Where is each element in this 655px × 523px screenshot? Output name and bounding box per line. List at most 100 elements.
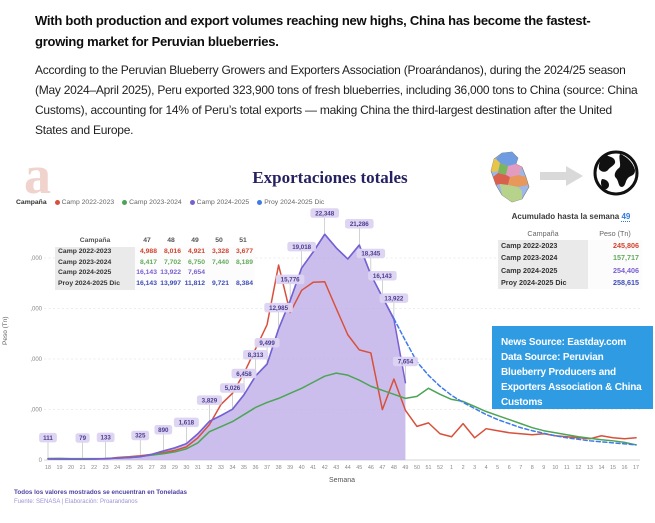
x-tick-label: 16 <box>622 465 628 471</box>
data-label-chip <box>75 433 90 443</box>
data-label-text: 19,018 <box>292 244 311 251</box>
data-label-chip <box>368 270 397 281</box>
data-label-chip <box>356 248 386 259</box>
peru-map-icon <box>490 151 530 203</box>
series-area-camp-2024-2025 <box>48 234 406 460</box>
accumulated-table-header: Campaña <box>527 229 559 238</box>
weekly-table-cell: 7,440 <box>207 257 231 269</box>
weekly-table-cell: 8,417 <box>135 257 159 269</box>
x-tick-label: 51 <box>425 465 431 471</box>
x-tick-label: 37 <box>264 465 270 471</box>
x-tick-label: 48 <box>391 465 397 471</box>
x-tick-label: 36 <box>253 465 259 471</box>
x-tick-label: 18 <box>45 465 51 471</box>
data-label-text: 5,026 <box>225 385 241 392</box>
data-label-text: 6,458 <box>236 371 252 378</box>
legend-caption: Campaña <box>16 199 47 206</box>
data-label-text: 18,345 <box>361 251 380 258</box>
data-label-chip <box>196 395 222 405</box>
y-tick-label: 10,000 <box>30 357 43 363</box>
accumulated-table-value: 157,717 <box>588 252 642 265</box>
series-line-proy-2024-2025-dic <box>393 317 637 446</box>
weekly-table-header-week: 49 <box>191 237 199 244</box>
weekly-table-cell: 8,384 <box>231 279 255 290</box>
legend-item: Camp 2022-2023 <box>54 199 115 206</box>
legend-item: Proy 2024-2025 Dic <box>257 199 324 206</box>
weekly-table-cell: 4,921 <box>183 246 207 258</box>
weekly-table-cell: 7,702 <box>159 257 183 269</box>
x-tick-label: 46 <box>368 465 374 471</box>
weekly-table-cell: 11,812 <box>183 279 207 290</box>
x-tick-label: 7 <box>519 465 522 471</box>
x-tick-label: 25 <box>126 465 132 471</box>
data-label-chip <box>231 368 257 379</box>
data-label-chip <box>39 432 57 443</box>
x-tick-label: 41 <box>310 465 316 471</box>
weekly-table-header-campaign: Campaña <box>79 237 111 244</box>
x-tick-label: 32 <box>206 465 212 471</box>
data-label-text: 7,654 <box>398 359 414 366</box>
data-label-text: 22,348 <box>315 210 334 217</box>
legend-dot-icon <box>189 200 195 205</box>
weekly-table-cell: 3,677 <box>231 246 255 258</box>
weekly-table-cell <box>207 268 231 280</box>
accumulated-table-value: 245,806 <box>588 240 642 253</box>
data-label-chip <box>243 350 269 360</box>
x-tick-label: 10 <box>552 465 558 471</box>
weekly-table-cell: 8,189 <box>231 257 255 269</box>
x-tick-label: 9 <box>542 465 545 471</box>
data-label-chip <box>345 219 374 229</box>
weekly-table-cell: 13,922 <box>159 268 183 280</box>
x-tick-label: 21 <box>80 465 86 471</box>
x-axis-label: Semana <box>329 477 355 484</box>
data-label-chip <box>310 208 340 218</box>
headline: With both production and export volumes … <box>35 13 591 49</box>
data-label-chip <box>131 430 150 441</box>
y-tick-label: 20,000 <box>30 256 43 262</box>
data-label-text: 325 <box>135 433 146 440</box>
weekly-table-row-label: Camp 2022-2023 <box>55 246 135 258</box>
footer-note: Todos los valores mostrados se encuentra… <box>14 489 187 496</box>
legend-item: Camp 2024-2025 <box>189 199 249 206</box>
arrow-right-icon <box>540 166 583 186</box>
x-tick-label: 15 <box>610 465 616 471</box>
accumulated-week: 49 <box>621 212 631 222</box>
footer-source: Fuente: SENASA | Elaboración: Proarandan… <box>14 499 138 505</box>
x-tick-label: 17 <box>633 465 639 471</box>
data-label-text: 133 <box>100 435 111 442</box>
data-label-text: 12,985 <box>269 305 288 312</box>
x-tick-label: 44 <box>345 465 351 471</box>
weekly-table-row-label: Camp 2024-2025 <box>55 268 135 280</box>
x-tick-label: 31 <box>195 465 201 471</box>
data-label-chip <box>264 302 293 313</box>
accumulated-table: Campaña Peso (Tn) Camp 2022-2023 245,806 Cam… <box>498 228 642 290</box>
data-label-chip <box>275 274 305 285</box>
data-label-text: 8,313 <box>248 352 264 359</box>
weekly-table: Campaña 47 48 49 50 51 Camp 2022-2023 4,988 8,01… <box>55 236 255 290</box>
data-label-text: 21,286 <box>350 221 369 228</box>
accumulated-table-row-label: Camp 2023-2024 <box>498 252 588 265</box>
data-label-text: 890 <box>158 427 169 434</box>
chart-legend: Campaña Camp 2022-2023 Camp 2023-2024 Camp… <box>16 199 324 206</box>
legend-item: Camp 2023-2024 <box>122 199 182 206</box>
data-label-chip <box>154 425 173 435</box>
data-label-text: 9,499 <box>259 340 275 347</box>
weekly-table-cell: 6,750 <box>183 257 207 269</box>
news-source-box: News Source: Eastday.com Data Source: Pe… <box>492 326 653 409</box>
x-tick-label: 23 <box>103 465 109 471</box>
exports-chart-svg: 05,00010,00015,00020,0001819202122232425… <box>30 208 640 484</box>
weekly-table-row-label: Camp 2023-2024 <box>55 257 135 269</box>
proarandanos-logo: a <box>24 145 51 205</box>
legend-item-label: Camp 2022-2023 <box>61 199 115 206</box>
weekly-table-cell: 16,143 <box>135 268 159 280</box>
legend-dot-icon <box>257 200 263 205</box>
legend-dot-icon <box>122 200 128 205</box>
x-tick-label: 38 <box>276 465 282 471</box>
chart-title: Exportaciones totales <box>252 168 408 187</box>
x-tick-label: 34 <box>229 465 235 471</box>
x-tick-label: 22 <box>91 465 97 471</box>
x-tick-label: 28 <box>160 465 166 471</box>
data-label-text: 15,776 <box>281 277 300 284</box>
globe-icon <box>593 150 639 196</box>
news-source-line: News Source: Eastday.com <box>501 337 627 348</box>
